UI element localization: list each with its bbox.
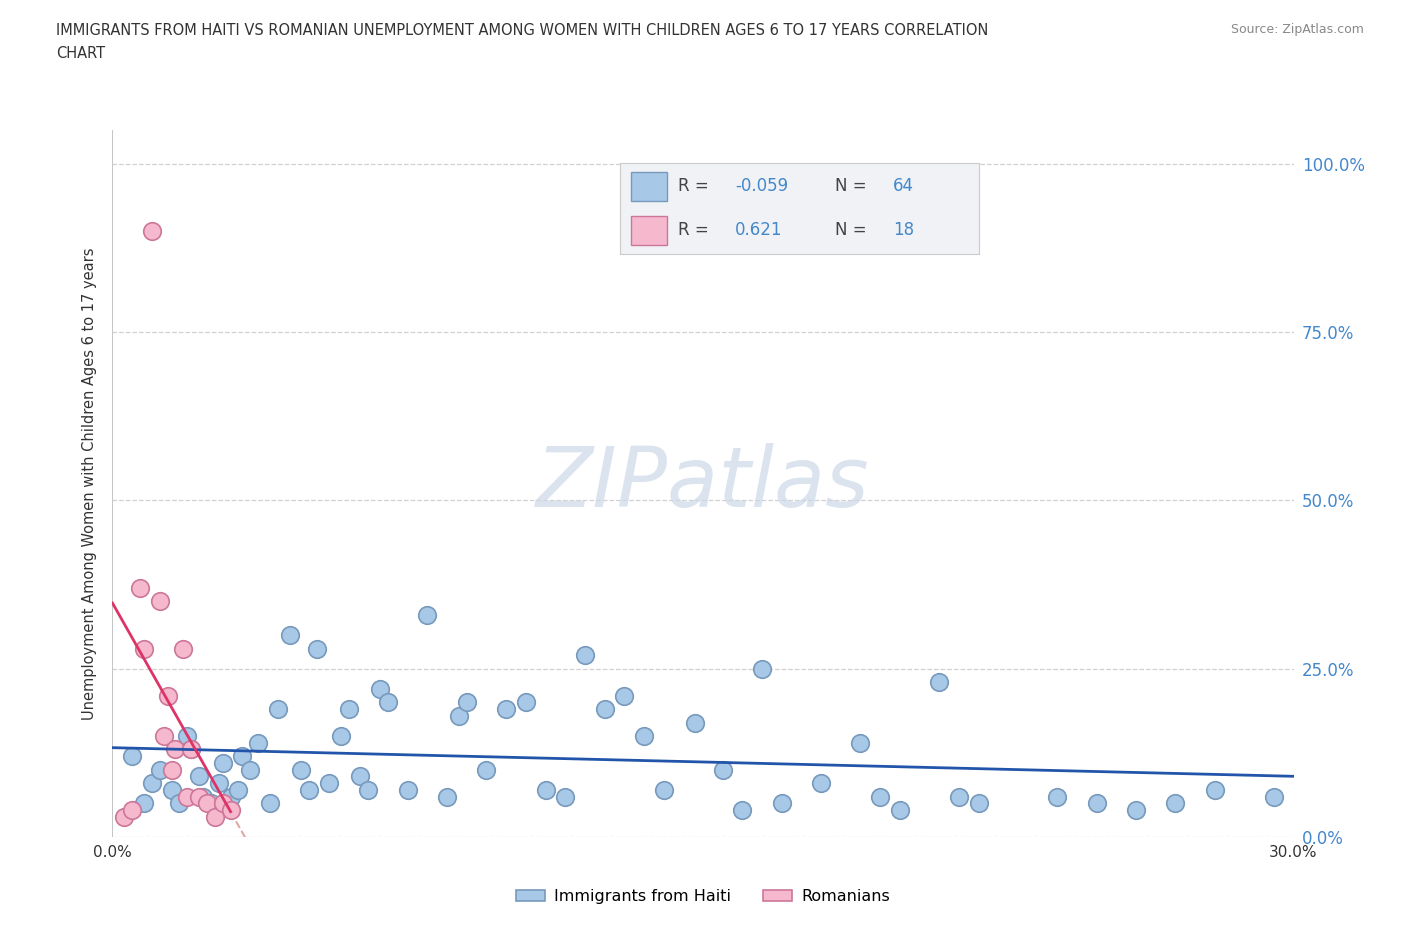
Point — [191, 790, 214, 804]
Point — [267, 701, 290, 716]
Point — [211, 796, 233, 811]
Point — [141, 224, 163, 239]
Bar — [631, 172, 666, 201]
Text: N =: N = — [835, 178, 868, 195]
Point — [231, 749, 253, 764]
Point — [889, 803, 911, 817]
Text: N =: N = — [835, 221, 868, 239]
Point — [928, 675, 950, 690]
Point — [180, 742, 202, 757]
Legend: Immigrants from Haiti, Romanians: Immigrants from Haiti, Romanians — [509, 883, 897, 910]
Point — [156, 688, 179, 703]
Point — [204, 809, 226, 824]
Point — [416, 607, 439, 622]
Point — [869, 790, 891, 804]
Text: 64: 64 — [893, 178, 914, 195]
Point — [176, 790, 198, 804]
Point — [633, 728, 655, 743]
Point — [121, 749, 143, 764]
Text: -0.059: -0.059 — [735, 178, 789, 195]
Point — [149, 763, 172, 777]
Point — [219, 803, 242, 817]
Point — [290, 763, 312, 777]
Point — [456, 695, 478, 710]
Point — [307, 641, 329, 656]
Point — [112, 809, 135, 824]
Point — [160, 782, 183, 797]
Text: 18: 18 — [893, 221, 914, 239]
Point — [208, 776, 231, 790]
Point — [770, 796, 793, 811]
Point — [574, 648, 596, 663]
Text: R =: R = — [678, 178, 709, 195]
Text: 0.621: 0.621 — [735, 221, 783, 239]
Point — [195, 796, 218, 811]
Point — [357, 782, 380, 797]
Point — [967, 796, 990, 811]
Point — [751, 661, 773, 676]
Point — [219, 790, 242, 804]
Text: CHART: CHART — [56, 46, 105, 61]
Point — [169, 796, 191, 811]
Point — [613, 688, 636, 703]
Point — [152, 728, 174, 743]
Point — [176, 728, 198, 743]
Point — [1046, 790, 1069, 804]
Point — [652, 782, 675, 797]
Point — [278, 628, 301, 643]
Point — [683, 715, 706, 730]
Point — [515, 695, 537, 710]
Point — [132, 641, 155, 656]
Point — [188, 790, 211, 804]
Point — [593, 701, 616, 716]
Point — [211, 755, 233, 770]
Text: R =: R = — [678, 221, 709, 239]
Point — [141, 776, 163, 790]
Text: ZIPatlas: ZIPatlas — [536, 443, 870, 525]
Point — [149, 594, 172, 609]
Point — [318, 776, 340, 790]
Point — [129, 580, 152, 595]
Point — [329, 728, 352, 743]
Point — [396, 782, 419, 797]
Point — [132, 796, 155, 811]
Point — [447, 709, 470, 724]
Point — [165, 742, 187, 757]
Point — [495, 701, 517, 716]
Point — [731, 803, 754, 817]
Point — [1125, 803, 1147, 817]
Point — [1204, 782, 1226, 797]
Point — [337, 701, 360, 716]
Bar — [631, 216, 666, 245]
Point — [172, 641, 194, 656]
Point — [1085, 796, 1108, 811]
Point — [247, 736, 270, 751]
Point — [188, 769, 211, 784]
Point — [239, 763, 262, 777]
Point — [180, 742, 202, 757]
Point — [160, 763, 183, 777]
Point — [475, 763, 498, 777]
Text: IMMIGRANTS FROM HAITI VS ROMANIAN UNEMPLOYMENT AMONG WOMEN WITH CHILDREN AGES 6 : IMMIGRANTS FROM HAITI VS ROMANIAN UNEMPL… — [56, 23, 988, 38]
Point — [554, 790, 576, 804]
Text: Source: ZipAtlas.com: Source: ZipAtlas.com — [1230, 23, 1364, 36]
Point — [1164, 796, 1187, 811]
Point — [849, 736, 872, 751]
Y-axis label: Unemployment Among Women with Children Ages 6 to 17 years: Unemployment Among Women with Children A… — [82, 247, 97, 720]
Point — [948, 790, 970, 804]
Point — [259, 796, 281, 811]
Point — [377, 695, 399, 710]
Point — [711, 763, 734, 777]
Point — [1263, 790, 1285, 804]
Point — [200, 796, 222, 811]
Point — [228, 782, 250, 797]
Point — [121, 803, 143, 817]
Point — [436, 790, 458, 804]
Point — [298, 782, 321, 797]
Point — [534, 782, 557, 797]
Point — [368, 682, 391, 697]
Point — [349, 769, 371, 784]
Point — [810, 776, 832, 790]
